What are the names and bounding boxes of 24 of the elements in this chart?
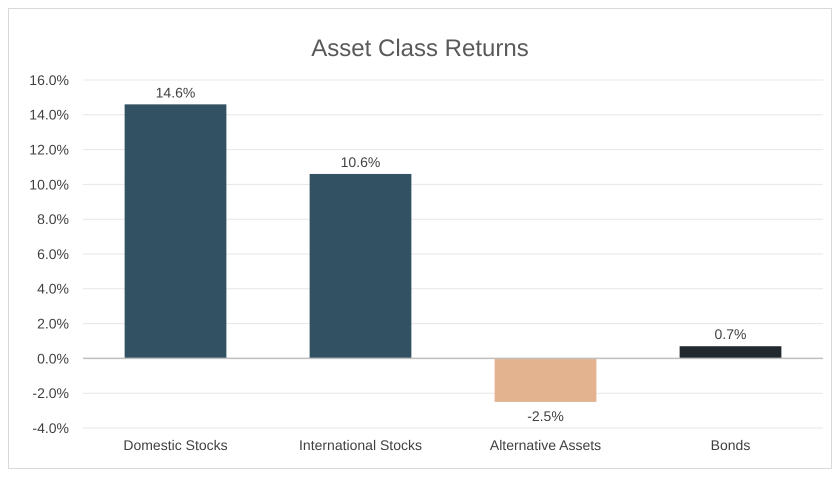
x-tick-label: Bonds [710, 436, 750, 453]
y-tick-label: 4.0% [37, 280, 69, 297]
bar [124, 104, 226, 358]
y-tick-label: 10.0% [29, 176, 69, 192]
y-tick-label: 6.0% [37, 246, 69, 262]
y-tick-label: 8.0% [37, 211, 69, 228]
y-tick-label: -2.0% [32, 385, 69, 402]
data-label: 0.7% [714, 326, 746, 342]
y-tick-label: 12.0% [29, 142, 69, 158]
bar [310, 174, 412, 358]
y-tick-label: 14.0% [29, 106, 69, 123]
data-label: -2.5% [527, 408, 564, 424]
y-tick-label: 0.0% [37, 350, 69, 366]
x-tick-label: Domestic Stocks [123, 436, 228, 453]
y-tick-label: -4.0% [32, 420, 69, 436]
chart-title: Asset Class Returns [311, 35, 529, 62]
data-label: 10.6% [340, 154, 380, 170]
bar [494, 358, 596, 402]
y-tick-label: 2.0% [37, 316, 69, 332]
x-tick-label: International Stocks [299, 436, 422, 453]
bar [680, 346, 782, 358]
y-tick-label: 16.0% [29, 72, 69, 88]
data-label: 14.6% [156, 84, 196, 100]
x-tick-label: Alternative Assets [490, 436, 602, 453]
